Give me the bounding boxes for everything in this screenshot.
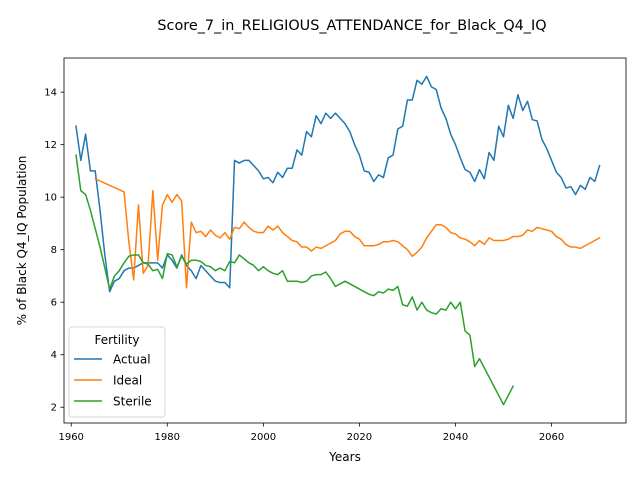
y-tick-label: 2 (51, 403, 57, 414)
chart-title: Score_7_in_RELIGIOUS_ATTENDANCE_for_Blac… (157, 18, 546, 34)
x-tick-label: 1980 (155, 432, 180, 443)
x-tick-label: 2020 (347, 432, 372, 443)
series-line-ideal (94, 177, 601, 289)
y-tick-label: 12 (44, 140, 57, 151)
y-tick-label: 6 (51, 298, 57, 309)
plot-area-frame (63, 57, 627, 424)
series-layer (75, 75, 601, 406)
legend: Fertility Actual Ideal Sterile (68, 326, 166, 418)
x-tick-label: 2000 (251, 432, 276, 443)
x-axis: 1960 1980 2000 2020 2040 2060 (58, 423, 564, 443)
y-axis-label: % of Black Q4_IQ Population (15, 156, 29, 326)
y-tick-label: 10 (44, 193, 57, 204)
x-axis-label: Years (328, 450, 361, 464)
series-line-sterile (75, 154, 515, 406)
x-tick-label: 2060 (539, 432, 564, 443)
legend-label-sterile: Sterile (113, 395, 152, 409)
y-axis: 2 4 6 8 10 12 14 (44, 88, 64, 414)
y-tick-label: 14 (44, 88, 57, 99)
legend-label-ideal: Ideal (113, 374, 142, 388)
x-tick-label: 1960 (58, 432, 83, 443)
series-line-actual (75, 75, 601, 293)
y-tick-label: 8 (51, 245, 57, 256)
x-tick-label: 2040 (443, 432, 468, 443)
legend-label-actual: Actual (113, 353, 151, 367)
y-tick-label: 4 (51, 350, 57, 361)
legend-title: Fertility (94, 333, 139, 347)
legend-box (68, 326, 166, 418)
legend-entries: Actual Ideal Sterile (74, 353, 152, 409)
